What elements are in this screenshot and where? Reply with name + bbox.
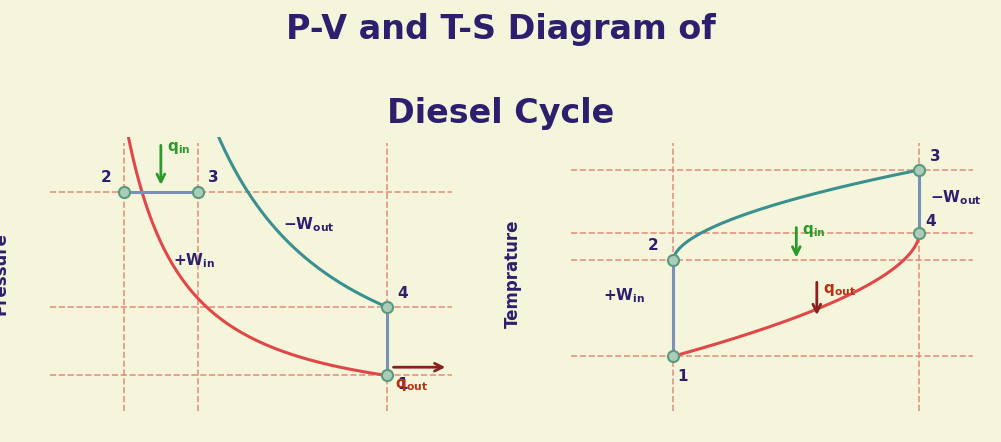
Text: 3: 3 [208, 170, 218, 185]
Text: $\mathbf{q_{in}}$: $\mathbf{q_{in}}$ [167, 140, 190, 156]
Text: $\mathbf{+W_{in}}$: $\mathbf{+W_{in}}$ [172, 251, 215, 270]
Text: $\mathbf{-W_{out}}$: $\mathbf{-W_{out}}$ [930, 188, 981, 207]
Text: $\mathbf{q_{in}}$: $\mathbf{q_{in}}$ [803, 223, 826, 239]
Text: 1: 1 [678, 369, 688, 384]
Text: $\mathbf{-W_{out}}$: $\mathbf{-W_{out}}$ [283, 215, 334, 234]
Text: 2: 2 [648, 239, 659, 254]
Text: P-V and T-S Diagram of: P-V and T-S Diagram of [285, 13, 716, 46]
Text: $\mathbf{q_{out}}$: $\mathbf{q_{out}}$ [394, 377, 427, 393]
Text: 1: 1 [396, 377, 407, 392]
Text: $\mathbf{+W_{in}}$: $\mathbf{+W_{in}}$ [604, 286, 646, 305]
Text: Pressure: Pressure [0, 232, 10, 316]
Text: Temprature: Temprature [505, 220, 523, 328]
Text: $\mathbf{q_{out}}$: $\mathbf{q_{out}}$ [823, 282, 856, 298]
Text: Diesel Cycle: Diesel Cycle [386, 97, 615, 130]
Text: 3: 3 [930, 149, 940, 164]
Text: 4: 4 [396, 286, 407, 301]
Text: 2: 2 [101, 170, 112, 185]
Text: 4: 4 [926, 214, 936, 229]
